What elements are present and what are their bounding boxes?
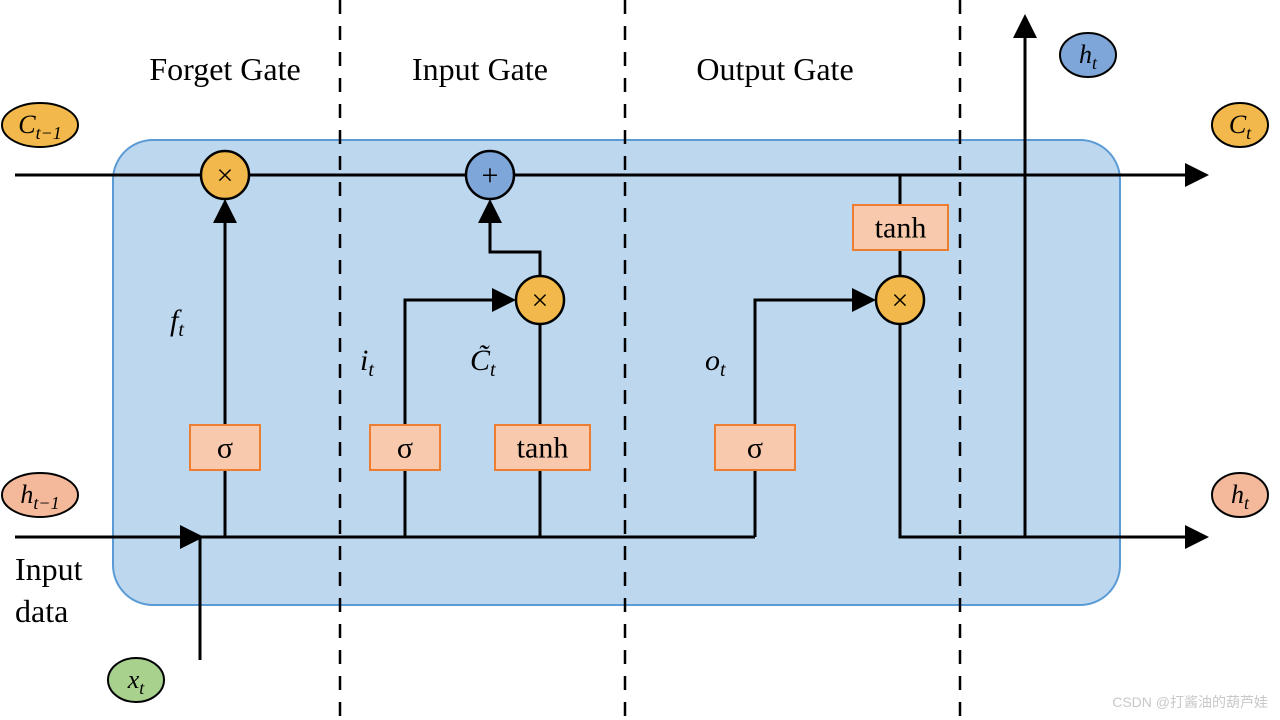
box-label-sig_i: σ: [397, 432, 413, 465]
section-label: Forget Gate: [149, 51, 300, 87]
box-label-sig_f: σ: [217, 432, 233, 465]
input-data-label-2: data: [15, 593, 68, 629]
op-symbol-mul_i: ×: [532, 284, 549, 317]
box-label-tanh_c: tanh: [517, 432, 569, 465]
op-symbol-mul_f: ×: [217, 159, 234, 192]
op-symbol-add: +: [482, 159, 499, 192]
section-labels: Forget Gate Input Gate Output Gate: [149, 51, 853, 87]
section-label: Input Gate: [412, 51, 548, 87]
op-symbol-mul_o: ×: [892, 284, 909, 317]
lstm-diagram: Ct−1ht−1Cththtxt ×+×× σσtanhσtanh Forget…: [0, 0, 1280, 720]
box-label-tanh_h: tanh: [875, 212, 927, 245]
watermark: CSDN @打酱油的葫芦娃: [1112, 692, 1268, 712]
section-label: Output Gate: [696, 51, 853, 87]
box-label-sig_o: σ: [747, 432, 763, 465]
input-data-label-1: Input: [15, 551, 83, 587]
cell-background: [113, 140, 1120, 605]
